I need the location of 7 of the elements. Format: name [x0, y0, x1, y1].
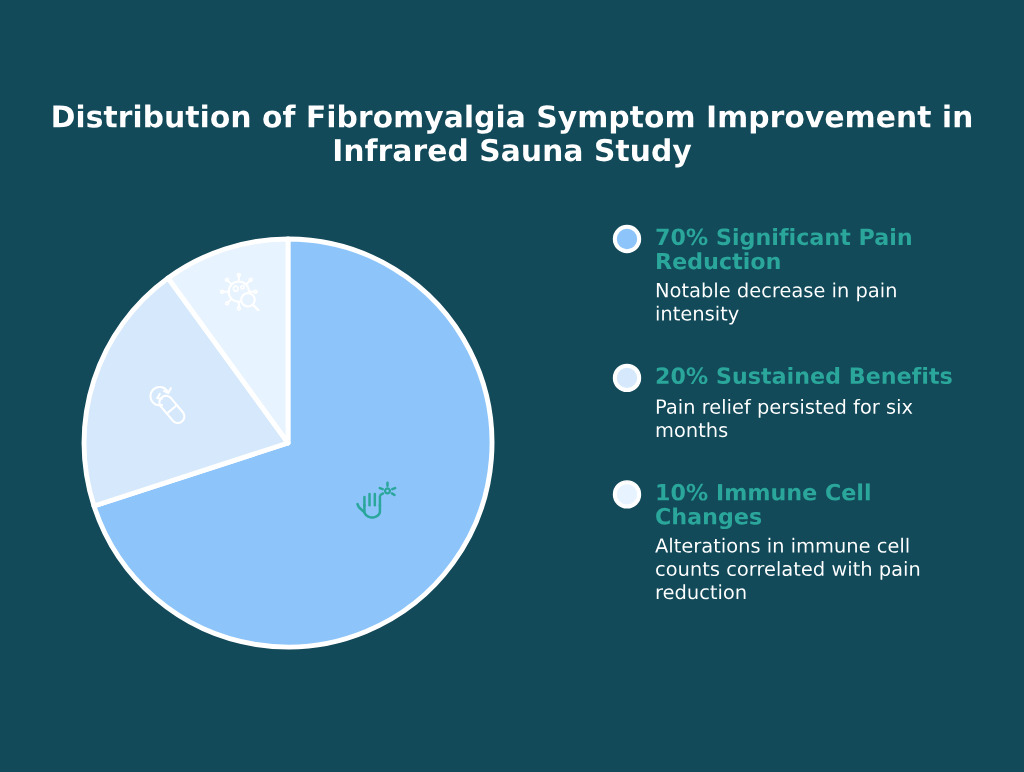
legend-label: 20% Sustained Benefits: [656, 366, 952, 385]
legend-label: 10% Immune Cell Changes: [656, 483, 870, 530]
legend-label: 70% Significant Pain Reduction: [656, 228, 911, 270]
text: Alterations in immune cell counts correlated with pain reduction: [655, 537, 920, 600]
text: Notable decrease in pain intensity: [656, 282, 896, 325]
text: Pain relief persisted for six months: [656, 398, 913, 438]
chart-title: Distribution of Fibromyalgia Symptom Improvement in Infrared Sauna Study: [53, 104, 972, 168]
